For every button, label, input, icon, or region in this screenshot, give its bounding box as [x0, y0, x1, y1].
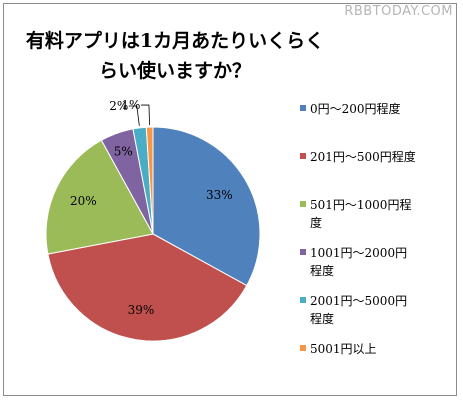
pie-data-label-5: 1% — [121, 98, 140, 112]
pie-slice-1 — [47, 233, 248, 342]
legend-swatch-5 — [300, 345, 306, 351]
legend-label-2: 501円～1000円程度 — [310, 196, 448, 232]
pie-data-label-0: 33% — [206, 188, 233, 202]
pie-data-label-3: 5% — [114, 144, 133, 158]
chart-title-line-1: 有料アプリは1カ月あたりいくらく — [25, 30, 325, 52]
legend-label-1: 201円～500円程度 — [310, 148, 448, 166]
legend-label-line: 5001円以上 — [310, 342, 377, 356]
legend-label-line: 201円～500円程度 — [310, 150, 416, 164]
pie-leader-line-5 — [140, 104, 150, 126]
legend-label-4: 2001円～5000円 程度 — [310, 292, 448, 328]
legend-label-5: 5001円以上 — [310, 340, 448, 358]
pie-data-label-1: 39% — [128, 303, 155, 317]
pie-slice-0 — [152, 126, 261, 287]
legend-swatch-3 — [300, 249, 306, 255]
chart-title-line-2: らい使いますか？ — [98, 60, 251, 82]
pie-data-label-2: 20% — [70, 194, 97, 208]
legend-label-line: 程度 — [310, 312, 335, 326]
watermark: RBBTODAY.COM — [344, 4, 453, 19]
legend-swatch-2 — [300, 201, 306, 207]
legend-label-line: 501円～1000円程 — [310, 198, 412, 212]
legend-label-line: 2001円～5000円 — [310, 294, 408, 308]
legend-swatch-1 — [300, 153, 306, 159]
pie-slice-5 — [145, 126, 154, 235]
pie-slice-2 — [45, 139, 154, 255]
legend-swatch-4 — [300, 297, 306, 303]
legend-label-line: 0円～200円程度 — [310, 102, 401, 116]
legend-swatch-0 — [300, 105, 306, 111]
legend-label-line: 度 — [310, 216, 323, 230]
chart-title: 有料アプリは1カ月あたりいくらく らい使いますか？ — [20, 26, 330, 86]
pie-data-label-4: 2% — [109, 99, 128, 113]
legend-label-line: 1001円～2000円 — [310, 246, 408, 260]
legend-label-0: 0円～200円程度 — [310, 100, 448, 118]
legend-label-line: 程度 — [310, 264, 335, 278]
legend-label-3: 1001円～2000円 程度 — [310, 244, 448, 280]
pie-leader-line-4 — [128, 105, 140, 126]
